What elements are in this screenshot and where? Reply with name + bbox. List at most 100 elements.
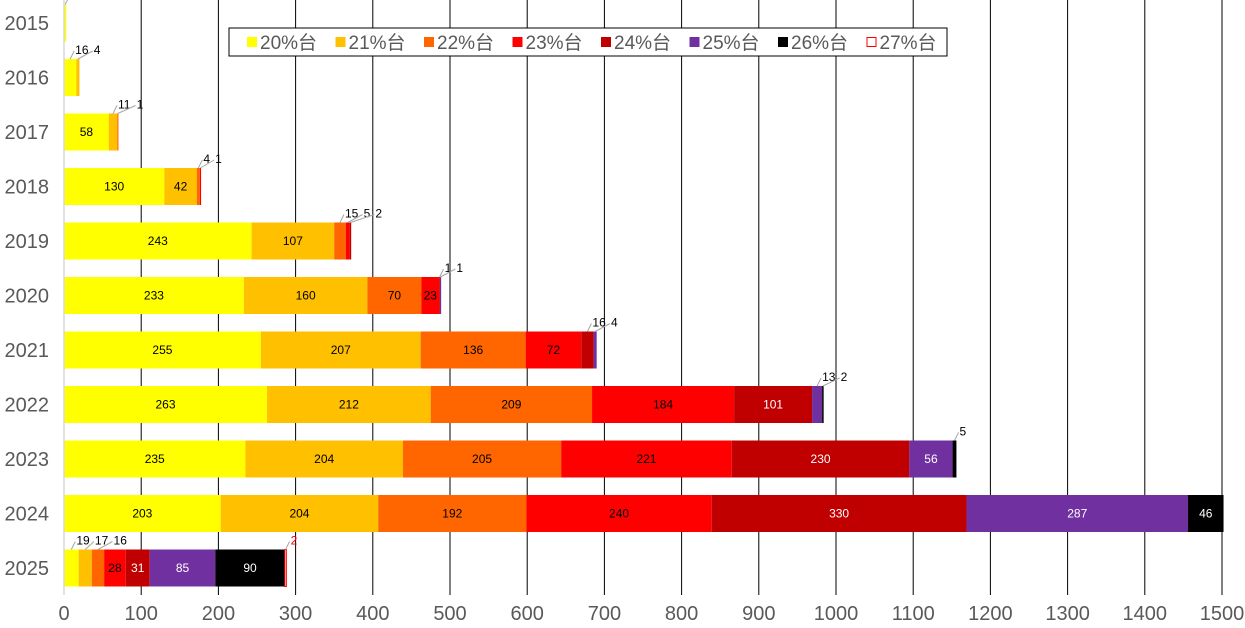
x-tick-label: 400 bbox=[356, 603, 389, 625]
data-label: 1 bbox=[456, 261, 463, 275]
data-label: 5 bbox=[960, 425, 967, 439]
callout-line bbox=[77, 50, 94, 60]
data-label: 263 bbox=[156, 398, 176, 412]
y-tick-label: 2015 bbox=[5, 13, 50, 35]
data-label: 31 bbox=[131, 561, 145, 575]
bar-segment bbox=[711, 495, 967, 532]
data-label: 240 bbox=[609, 507, 629, 521]
data-label: 4 bbox=[94, 43, 101, 57]
bar-segment bbox=[378, 495, 527, 532]
data-label: 184 bbox=[653, 398, 673, 412]
legend-box bbox=[228, 27, 948, 57]
legend-swatch bbox=[778, 37, 788, 47]
legend-swatch bbox=[335, 37, 346, 47]
callout-line bbox=[350, 214, 375, 223]
callout-line bbox=[69, 50, 75, 60]
callout-line bbox=[112, 105, 118, 114]
callout-line bbox=[97, 541, 113, 550]
x-tick-label: 900 bbox=[742, 603, 775, 625]
data-labels: 3164581111304241243107155223316070231125… bbox=[64, 0, 1213, 575]
bar-segment bbox=[64, 440, 246, 478]
bar-segment bbox=[243, 277, 368, 314]
x-tick-label: 500 bbox=[433, 603, 466, 625]
data-label: 4 bbox=[611, 316, 618, 330]
legend-swatch bbox=[512, 37, 523, 47]
x-tick-label: 1100 bbox=[892, 603, 935, 625]
data-label: 235 bbox=[145, 452, 165, 466]
data-label: 19 bbox=[76, 534, 90, 548]
data-label: 230 bbox=[811, 452, 831, 466]
data-label: 203 bbox=[132, 507, 152, 521]
data-label: 58 bbox=[80, 125, 94, 139]
callout-line bbox=[197, 159, 203, 169]
data-label: 192 bbox=[442, 507, 462, 521]
data-label: 2 bbox=[375, 207, 382, 221]
callout-line bbox=[440, 268, 456, 278]
bars bbox=[64, 4, 1224, 587]
data-label: 72 bbox=[547, 343, 561, 357]
legend-swatch bbox=[601, 37, 611, 47]
data-label: 1 bbox=[445, 261, 452, 275]
bar-segment bbox=[430, 386, 593, 423]
callout-line bbox=[64, 0, 68, 5]
callout-line bbox=[347, 214, 363, 223]
bar-segment bbox=[245, 440, 403, 478]
bar-segment bbox=[76, 59, 80, 96]
data-label: 205 bbox=[472, 452, 492, 466]
legend-label: 25%台 bbox=[703, 32, 760, 54]
y-tick-label: 2023 bbox=[5, 449, 50, 471]
x-tick-label: 1500 bbox=[1200, 603, 1245, 625]
y-tick-label: 2020 bbox=[5, 286, 50, 308]
bar-segment bbox=[349, 222, 352, 260]
bar-segment bbox=[812, 386, 823, 423]
data-label: 42 bbox=[174, 180, 188, 194]
callout-line bbox=[816, 377, 822, 387]
x-tick-label: 700 bbox=[588, 603, 621, 625]
bar-segment bbox=[909, 440, 953, 478]
legend-swatch bbox=[424, 37, 434, 47]
callout-line bbox=[586, 323, 592, 332]
y-tick-label: 2019 bbox=[5, 231, 50, 253]
data-label: 23 bbox=[424, 289, 438, 303]
x-axis: 0 100 200 300 400 500 600 700 800 900 1000 1100 1200… bbox=[58, 603, 1244, 625]
data-label: 204 bbox=[314, 452, 334, 466]
bar-segment bbox=[64, 495, 221, 532]
bar-segment bbox=[64, 59, 77, 96]
bar-segment bbox=[367, 277, 422, 314]
bar-segment bbox=[966, 495, 1189, 532]
bar-segment bbox=[439, 277, 441, 314]
bar-segment bbox=[215, 549, 285, 587]
data-label: 130 bbox=[104, 180, 124, 194]
bar-segment bbox=[592, 386, 735, 423]
data-label: 3 bbox=[70, 0, 77, 3]
bar-segment bbox=[345, 222, 350, 260]
callout-line bbox=[117, 105, 136, 114]
y-tick-label: 2025 bbox=[5, 558, 50, 580]
data-label: 107 bbox=[283, 234, 303, 248]
data-label: 101 bbox=[763, 398, 783, 412]
bar-segment bbox=[284, 549, 287, 587]
bar-segment bbox=[421, 277, 440, 314]
data-label: 16 bbox=[592, 316, 606, 330]
data-label: 221 bbox=[636, 452, 656, 466]
bar-segment bbox=[64, 277, 244, 314]
bar-segment bbox=[64, 168, 165, 205]
data-label: 16 bbox=[75, 43, 89, 57]
x-tick-label: 300 bbox=[279, 603, 312, 625]
legend-swatch bbox=[866, 37, 877, 47]
callout-line bbox=[70, 541, 76, 550]
legend: 20%台 21%台 22%台 23%台 24%台 25%台 26%台 27%台 bbox=[228, 27, 948, 57]
data-label: 255 bbox=[152, 343, 172, 357]
data-label: 209 bbox=[501, 398, 521, 412]
data-label: 5 bbox=[364, 207, 371, 221]
bar-segment bbox=[108, 113, 118, 151]
legend-label: 26%台 bbox=[791, 32, 848, 54]
bar-segment bbox=[402, 440, 562, 478]
data-label: 70 bbox=[388, 289, 402, 303]
data-label: 46 bbox=[1199, 507, 1213, 521]
x-tick-label: 800 bbox=[665, 603, 698, 625]
data-label: 90 bbox=[243, 561, 257, 575]
data-label: 17 bbox=[95, 534, 109, 548]
y-tick-label: 2016 bbox=[5, 68, 50, 90]
